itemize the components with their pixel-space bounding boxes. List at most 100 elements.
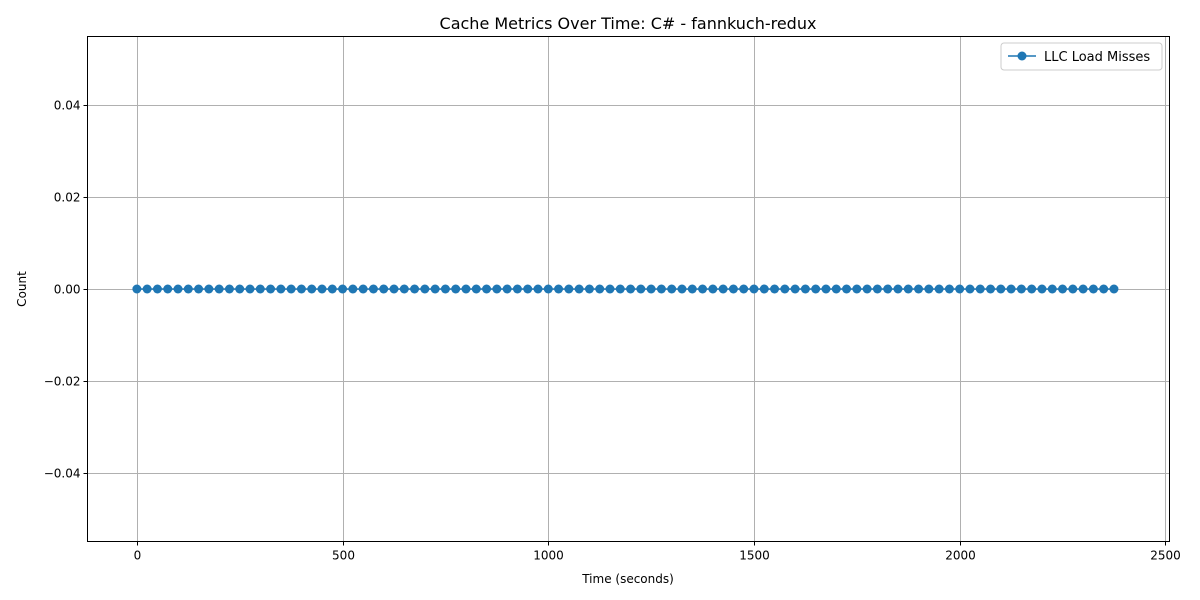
data-point: [759, 284, 769, 294]
data-point: [955, 284, 965, 294]
data-point: [975, 284, 985, 294]
y-tick-label: −0.02: [44, 375, 81, 389]
data-point: [780, 284, 790, 294]
data-point: [266, 284, 276, 294]
data-point: [461, 284, 471, 294]
data-point: [286, 284, 296, 294]
data-point: [523, 284, 533, 294]
data-point: [718, 284, 728, 294]
x-tick-label: 500: [332, 549, 355, 563]
data-point: [626, 284, 636, 294]
data-point: [584, 284, 594, 294]
ticks-layer: 0 500 1000 1500 2000 2500 −0.04 −0.02 0.00 0.02 0.…: [44, 99, 1181, 563]
x-tick-label: 2500: [1150, 549, 1181, 563]
legend-box: [1000, 42, 1163, 71]
data-point: [543, 284, 553, 294]
data-point: [842, 284, 852, 294]
data-point: [132, 284, 142, 294]
data-point: [1088, 284, 1098, 294]
data-point: [194, 284, 204, 294]
y-axis-label: Count: [15, 271, 29, 307]
data-point: [1099, 284, 1109, 294]
data-point: [903, 284, 913, 294]
data-point: [1109, 284, 1119, 294]
data-point: [749, 284, 759, 294]
data-point: [811, 284, 821, 294]
data-point: [728, 284, 738, 294]
data-point: [1068, 284, 1078, 294]
data-point: [338, 284, 348, 294]
series-layer: [132, 284, 1119, 294]
data-point: [327, 284, 337, 294]
data-point: [204, 284, 214, 294]
data-point: [924, 284, 934, 294]
data-point: [1058, 284, 1068, 294]
data-point: [687, 284, 697, 294]
data-point: [379, 284, 389, 294]
data-point: [739, 284, 749, 294]
data-point: [152, 284, 162, 294]
data-point: [235, 284, 245, 294]
data-point: [224, 284, 234, 294]
data-point: [512, 284, 522, 294]
data-point: [1016, 284, 1026, 294]
data-point: [554, 284, 564, 294]
data-point: [276, 284, 286, 294]
chart-title: Cache Metrics Over Time: C# - fannkuch-r…: [440, 14, 817, 33]
data-point: [317, 284, 327, 294]
data-point: [831, 284, 841, 294]
y-tick-label: 0.04: [54, 99, 81, 113]
data-point: [492, 284, 502, 294]
data-point: [358, 284, 368, 294]
data-point: [399, 284, 409, 294]
data-point: [1047, 284, 1057, 294]
data-point: [770, 284, 780, 294]
data-point: [852, 284, 862, 294]
data-point: [1027, 284, 1037, 294]
x-tick-label: 0: [134, 549, 142, 563]
x-tick-label: 1000: [533, 549, 564, 563]
legend-marker: [1017, 51, 1027, 61]
data-point: [245, 284, 255, 294]
y-tick-label: −0.04: [44, 467, 81, 481]
data-point: [934, 284, 944, 294]
data-point: [482, 284, 492, 294]
x-tick-label: 2000: [945, 549, 976, 563]
data-point: [595, 284, 605, 294]
data-point: [410, 284, 420, 294]
y-tick-label: 0.02: [54, 191, 81, 205]
x-axis-label: Time (seconds): [581, 572, 674, 586]
data-point: [420, 284, 430, 294]
y-tick-label: 0.00: [54, 283, 81, 297]
data-point: [965, 284, 975, 294]
data-point: [307, 284, 317, 294]
data-point: [1078, 284, 1088, 294]
data-point: [430, 284, 440, 294]
data-point: [163, 284, 173, 294]
legend-label: LLC Load Misses: [1044, 50, 1150, 65]
data-point: [368, 284, 378, 294]
data-point: [800, 284, 810, 294]
data-point: [698, 284, 708, 294]
data-point: [440, 284, 450, 294]
data-point: [451, 284, 461, 294]
data-point: [821, 284, 831, 294]
data-point: [914, 284, 924, 294]
data-point: [348, 284, 358, 294]
x-tick-label: 1500: [739, 549, 770, 563]
legend: LLC Load Misses: [1000, 42, 1163, 71]
data-point: [173, 284, 183, 294]
data-point: [872, 284, 882, 294]
data-point: [183, 284, 193, 294]
data-point: [1037, 284, 1047, 294]
data-point: [986, 284, 996, 294]
data-point: [142, 284, 152, 294]
data-point: [883, 284, 893, 294]
data-point: [296, 284, 306, 294]
data-point: [615, 284, 625, 294]
data-point: [574, 284, 584, 294]
data-point: [944, 284, 954, 294]
data-point: [255, 284, 265, 294]
data-point: [893, 284, 903, 294]
data-point: [636, 284, 646, 294]
